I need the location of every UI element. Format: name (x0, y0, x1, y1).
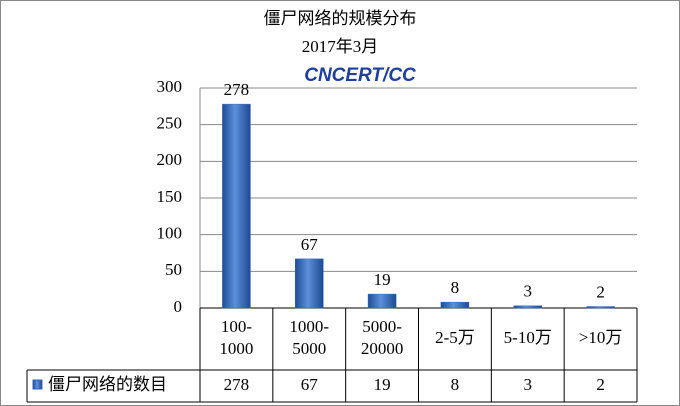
y-tick-label: 0 (174, 297, 183, 316)
x-tick-label: >10万 (579, 328, 623, 347)
y-tick-label: 200 (157, 150, 183, 169)
data-label: 2 (596, 282, 605, 301)
logo: CNCERT/CC (304, 65, 416, 86)
bar (295, 258, 324, 309)
bar (440, 301, 470, 309)
data-label: 67 (301, 235, 319, 254)
legend-label: 僵尸网络的数目 (48, 375, 167, 394)
bar (513, 305, 542, 309)
bar (367, 293, 397, 309)
x-tick-label: 100-1000 (219, 317, 253, 358)
chart-title: 僵尸网络的规模分布 (264, 9, 417, 28)
bar (586, 306, 615, 309)
table-value: 3 (524, 375, 533, 394)
y-tick-label: 250 (157, 114, 183, 133)
x-tick-label: 5000-20000 (361, 317, 404, 358)
table-value: 2 (596, 375, 605, 394)
y-tick-label: 50 (165, 260, 182, 279)
data-label: 3 (524, 282, 533, 301)
x-tick-label: 1000-5000 (289, 317, 329, 358)
data-label: 8 (451, 278, 460, 297)
y-tick-label: 300 (157, 77, 183, 96)
x-tick-label: 2-5万 (435, 328, 475, 347)
table-value: 67 (301, 375, 319, 394)
table-value: 8 (451, 375, 460, 394)
table-value: 19 (374, 375, 391, 394)
y-tick-label: 100 (157, 224, 183, 243)
table-value: 278 (224, 375, 250, 394)
legend-marker (32, 379, 43, 390)
x-tick-label: 5-10万 (504, 328, 552, 347)
chart-subtitle: 2017年3月 (302, 37, 379, 56)
bar (222, 103, 251, 309)
data-label: 19 (374, 270, 391, 289)
data-label: 278 (224, 80, 250, 99)
y-tick-label: 150 (157, 187, 183, 206)
